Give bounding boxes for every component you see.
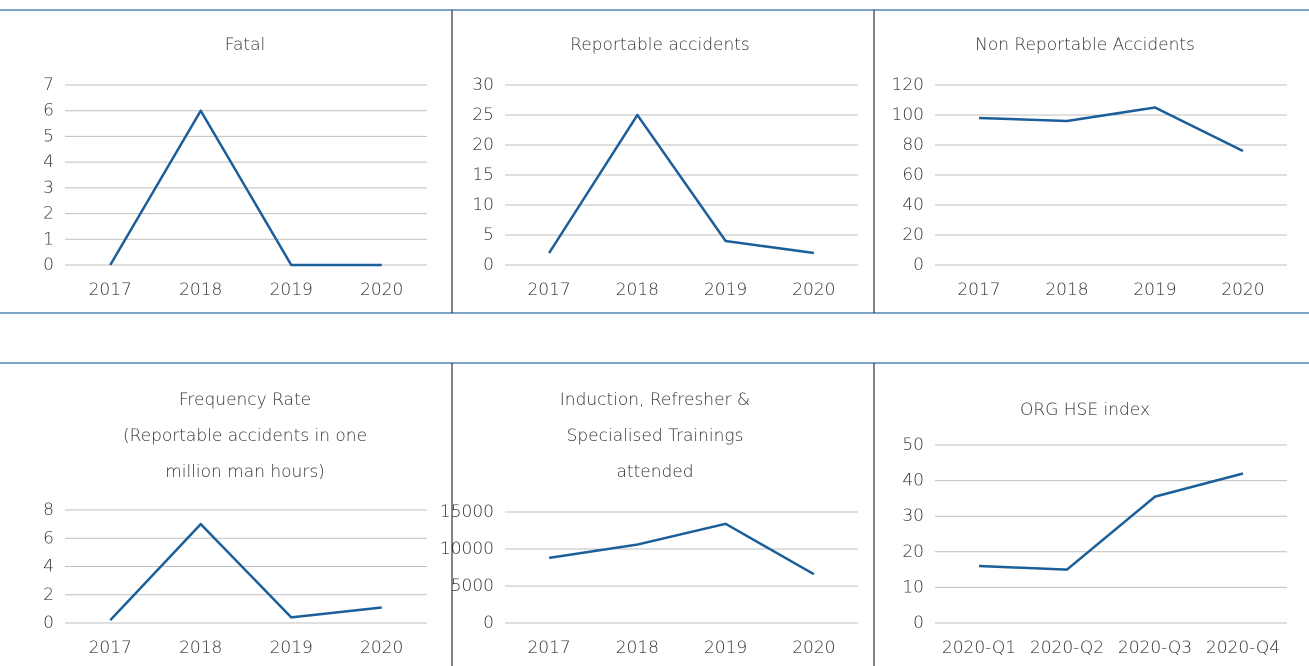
x-tick-label: 2019	[270, 280, 313, 300]
y-tick-label: 4	[43, 152, 54, 172]
x-tick-label: 2020-Q3	[1118, 638, 1192, 658]
y-tick-label: 10	[472, 195, 494, 215]
y-tick-label: 15000	[440, 502, 494, 522]
y-tick-label: 20	[902, 542, 924, 562]
y-tick-label: 100	[892, 105, 924, 125]
y-tick-label: 0	[913, 613, 924, 633]
chart-title: (Reportable accidents in one	[123, 426, 367, 446]
y-tick-label: 5	[483, 225, 494, 245]
y-tick-label: 7	[43, 75, 54, 95]
x-tick-label: 2018	[1045, 280, 1088, 300]
y-tick-label: 15	[472, 165, 494, 185]
y-tick-label: 40	[902, 195, 924, 215]
y-tick-label: 120	[892, 75, 924, 95]
x-tick-label: 2017	[89, 638, 132, 658]
x-tick-label: 2020	[792, 638, 835, 658]
data-line	[109, 522, 382, 622]
y-tick-label: 0	[913, 255, 924, 275]
chart-title: attended	[616, 462, 693, 482]
x-tick-label: 2017	[957, 280, 1000, 300]
y-tick-label: 10	[902, 577, 924, 597]
y-tick-label: 3	[43, 178, 54, 198]
chart-title: ORG HSE index	[1020, 400, 1150, 420]
y-tick-label: 80	[902, 135, 924, 155]
x-tick-label: 2018	[179, 280, 222, 300]
data-line	[109, 109, 382, 267]
x-tick-label: 2019	[1133, 280, 1176, 300]
y-tick-label: 0	[483, 613, 494, 633]
x-tick-label: 2017	[89, 280, 132, 300]
chart-title: million man hours)	[165, 462, 325, 482]
chart-title: Fatal	[225, 35, 265, 55]
x-tick-label: 2020-Q2	[1030, 638, 1104, 658]
y-tick-label: 2	[43, 204, 54, 224]
x-tick-label: 2019	[704, 280, 747, 300]
y-tick-label: 30	[902, 506, 924, 526]
data-line	[978, 472, 1244, 571]
x-tick-label: 2020-Q1	[942, 638, 1016, 658]
y-tick-label: 1	[43, 229, 54, 249]
chart-title: Reportable accidents	[570, 35, 750, 55]
y-tick-label: 10000	[440, 539, 494, 559]
x-tick-label: 2018	[616, 638, 659, 658]
y-tick-label: 4	[43, 557, 54, 577]
y-tick-label: 30	[472, 75, 494, 95]
y-tick-label: 6	[43, 528, 54, 548]
y-tick-label: 2	[43, 585, 54, 605]
y-tick-label: 60	[902, 165, 924, 185]
x-tick-label: 2018	[179, 638, 222, 658]
y-tick-label: 0	[483, 255, 494, 275]
data-line	[548, 522, 815, 576]
x-tick-label: 2020	[792, 280, 835, 300]
x-tick-label: 2019	[270, 638, 313, 658]
x-tick-label: 2020	[360, 638, 403, 658]
y-tick-label: 25	[472, 105, 494, 125]
y-tick-label: 0	[43, 613, 54, 633]
y-tick-label: 20	[902, 225, 924, 245]
x-tick-label: 2020	[360, 280, 403, 300]
y-tick-label: 5	[43, 126, 54, 146]
y-tick-label: 40	[902, 471, 924, 491]
x-tick-label: 2017	[527, 638, 570, 658]
y-tick-label: 8	[43, 500, 54, 520]
chart-title: Frequency Rate	[179, 390, 311, 410]
x-tick-label: 2017	[527, 280, 570, 300]
data-line	[978, 106, 1244, 153]
chart-title: Non Reportable Accidents	[975, 35, 1195, 55]
data-line	[548, 113, 815, 255]
y-tick-label: 50	[902, 435, 924, 455]
chart-title: Specialised Trainings	[567, 426, 744, 446]
y-tick-label: 5000	[451, 576, 494, 596]
chart-title: Induction, Refresher &	[560, 390, 750, 410]
y-tick-label: 6	[43, 101, 54, 121]
x-tick-label: 2020-Q4	[1206, 638, 1280, 658]
x-tick-label: 2019	[704, 638, 747, 658]
y-tick-label: 20	[472, 135, 494, 155]
y-tick-label: 0	[43, 255, 54, 275]
x-tick-label: 2018	[616, 280, 659, 300]
x-tick-label: 2020	[1221, 280, 1264, 300]
